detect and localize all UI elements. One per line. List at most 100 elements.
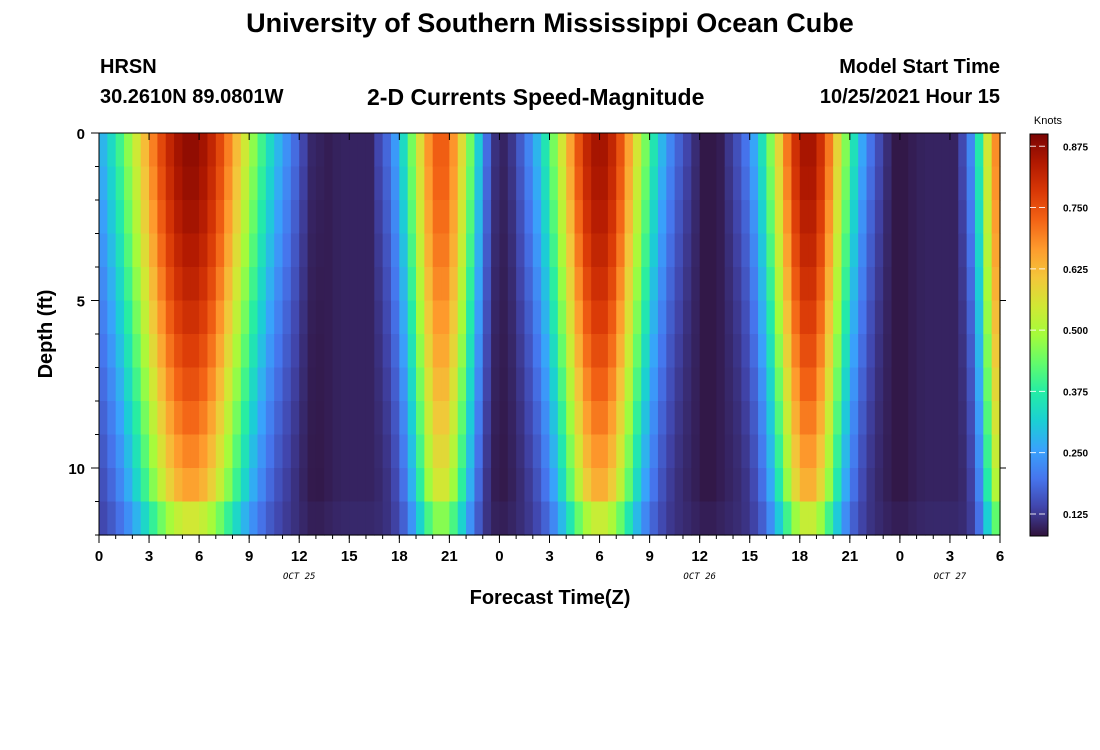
heatmap-cell (924, 334, 934, 369)
heatmap-cell (666, 300, 676, 335)
heatmap-cell (991, 233, 1001, 268)
heatmap-cell (457, 300, 467, 335)
colorbar-tick-label: 0.250 (1063, 449, 1088, 460)
heatmap-cell (357, 300, 367, 335)
heatmap-cell (808, 300, 818, 335)
heatmap-cell (741, 300, 751, 335)
heatmap-cell (424, 233, 434, 268)
heatmap-cell (182, 166, 192, 201)
heatmap-cell (265, 166, 275, 201)
heatmap-cell (249, 166, 259, 201)
heatmap-cell (516, 267, 526, 302)
heatmap-cell (966, 200, 976, 235)
heatmap-cell (641, 334, 651, 369)
heatmap-cell (541, 200, 551, 235)
heatmap-cell (724, 233, 734, 268)
heatmap-cell (474, 434, 484, 469)
heatmap-cell (207, 468, 217, 503)
heatmap-cell (382, 300, 392, 335)
heatmap-cell (941, 367, 951, 402)
heatmap-cell (649, 434, 659, 469)
heatmap-cell (816, 334, 826, 369)
heatmap-cell (799, 200, 809, 235)
heatmap-cell (332, 468, 342, 503)
heatmap-cell (240, 501, 250, 536)
heatmap-cell (365, 468, 375, 503)
heatmap-cell (824, 133, 834, 168)
heatmap-cell (849, 233, 859, 268)
heatmap-cell (190, 468, 200, 503)
heatmap-cell (182, 401, 192, 436)
heatmap-cell (566, 166, 576, 201)
heatmap-cell (682, 334, 692, 369)
heatmap-cell (132, 233, 142, 268)
heatmap-cell (357, 501, 367, 536)
heatmap-cell (574, 166, 584, 201)
heatmap-cell (140, 367, 150, 402)
heatmap-cell (282, 334, 292, 369)
heatmap-cell (474, 300, 484, 335)
heatmap-cell (766, 166, 776, 201)
heatmap-cell (257, 334, 267, 369)
heatmap-cell (532, 468, 542, 503)
heatmap-cell (165, 166, 175, 201)
heatmap-cell (599, 166, 609, 201)
heatmap-cell (365, 334, 375, 369)
heatmap-cell (949, 166, 959, 201)
heatmap-cell (449, 267, 459, 302)
heatmap-cell (641, 468, 651, 503)
heatmap-cell (733, 233, 742, 268)
heatmap-cell (466, 334, 476, 369)
heatmap-cell (891, 300, 901, 335)
heatmap-cell (991, 300, 1001, 335)
heatmap-cell (466, 501, 476, 536)
heatmap-cell (532, 166, 542, 201)
heatmap-cell (849, 133, 859, 168)
heatmap-cell (365, 166, 375, 201)
heatmap-cell (958, 267, 968, 302)
heatmap-cell (215, 367, 225, 402)
heatmap-cell (399, 233, 409, 268)
heatmap-cell (599, 334, 609, 369)
heatmap-cell (632, 166, 642, 201)
heatmap-cell (916, 401, 926, 436)
colorbar-tick-label: 0.750 (1063, 204, 1088, 215)
heatmap-cell (132, 200, 142, 235)
heatmap-cell (324, 133, 334, 168)
heatmap-cell (265, 334, 275, 369)
heatmap-cell (908, 300, 918, 335)
heatmap-cell (849, 166, 859, 201)
heatmap-cell (983, 401, 993, 436)
heatmap-cell (933, 434, 943, 469)
heatmap-cell (783, 334, 793, 369)
heatmap-cell (724, 501, 734, 536)
heatmap-cell (199, 300, 209, 335)
heatmap-cell (991, 133, 1001, 168)
heatmap-cell (274, 334, 284, 369)
heatmap-cell (924, 501, 934, 536)
heatmap-cell (866, 367, 876, 402)
heatmap-cell (399, 267, 409, 302)
heatmap-cell (958, 334, 968, 369)
heatmap-cell (741, 468, 751, 503)
heatmap-cell (566, 434, 576, 469)
heatmap-cell (641, 133, 651, 168)
heatmap-cell (532, 367, 542, 402)
heatmap-cell (824, 367, 834, 402)
heatmap-cell (733, 166, 742, 201)
heatmap-cell (432, 300, 442, 335)
heatmap-cell (374, 200, 384, 235)
heatmap-cell (758, 267, 767, 302)
heatmap-cell (699, 133, 709, 168)
heatmap-cell (324, 434, 334, 469)
heatmap-cell (841, 200, 851, 235)
heatmap-cell (899, 334, 909, 369)
heatmap-cell (157, 267, 167, 302)
heatmap-cell (340, 334, 350, 369)
heatmap-cell (591, 468, 601, 503)
heatmap-cell (808, 133, 818, 168)
heatmap-cell (257, 133, 267, 168)
heatmap-cell (382, 133, 392, 168)
heatmap-cell (983, 267, 993, 302)
heatmap-cell (649, 166, 659, 201)
